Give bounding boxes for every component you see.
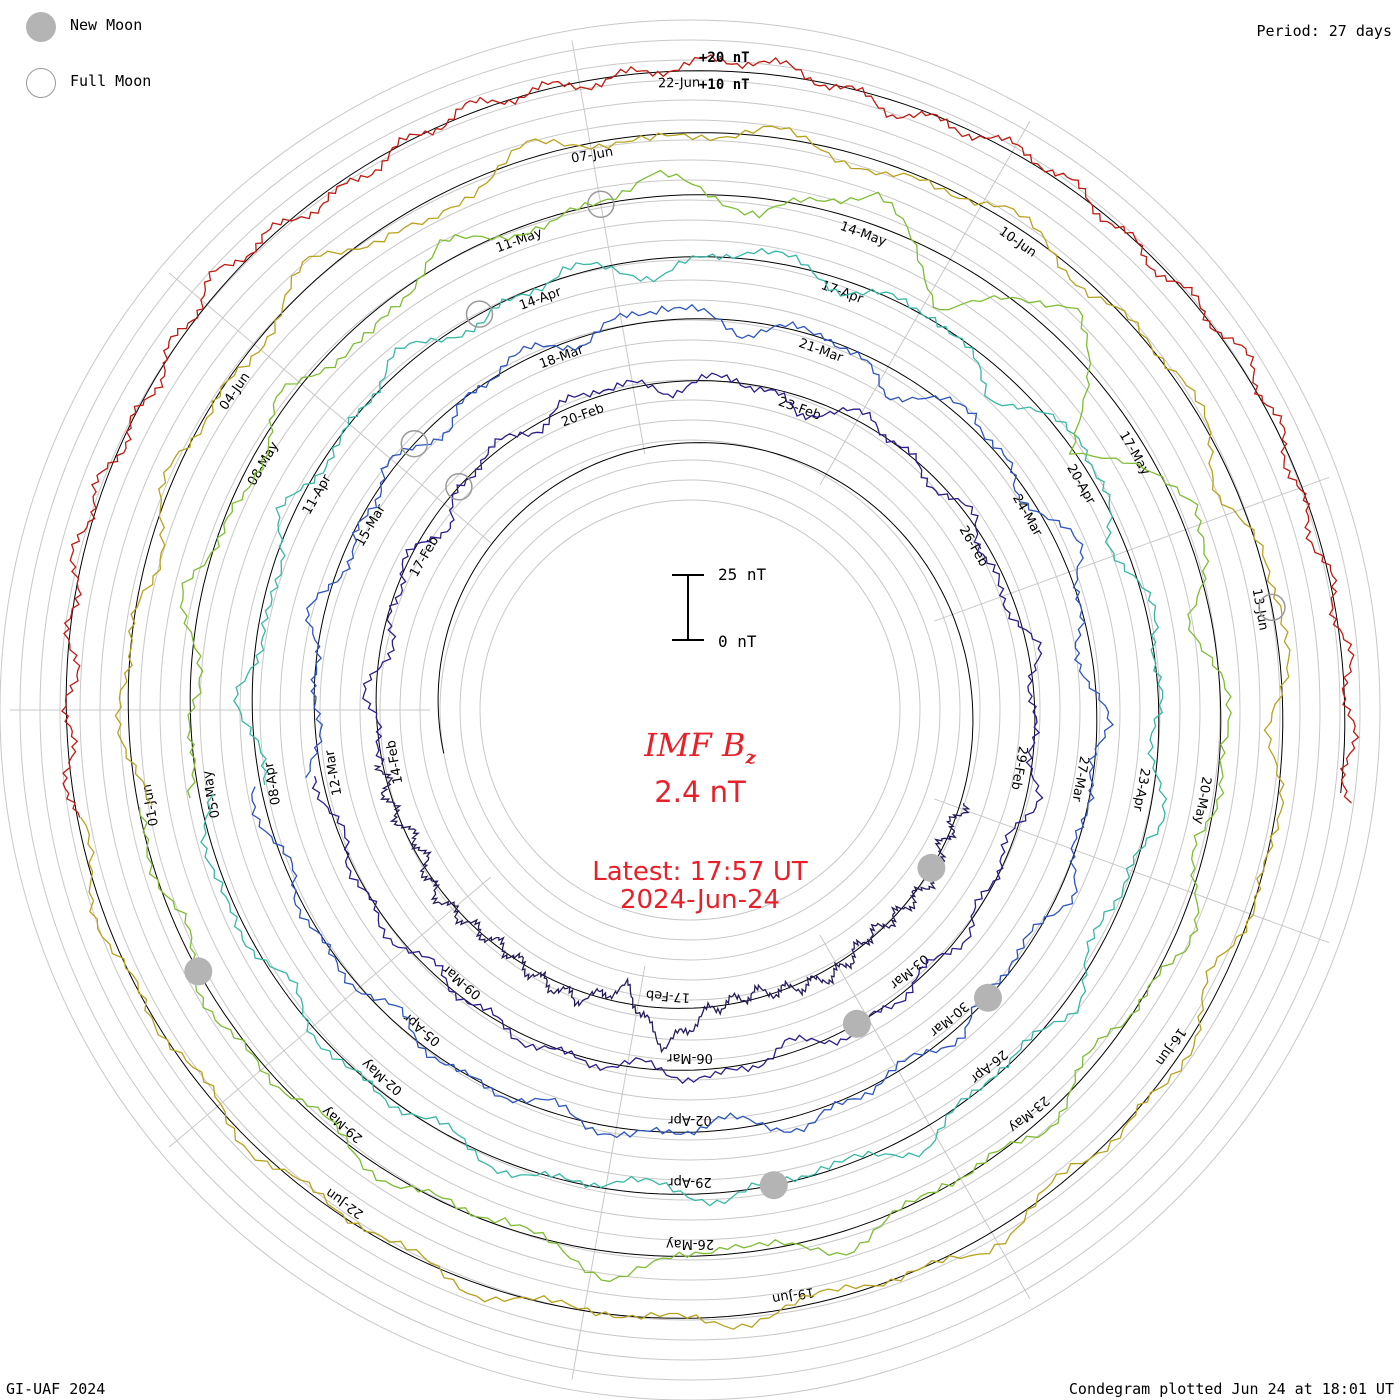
offset-labels: +20 nT +10 nT — [699, 50, 750, 93]
series-rotation-6 — [80, 125, 1291, 1330]
grid-ring — [359, 379, 1021, 1041]
date-label: 05-Apr — [400, 1009, 443, 1049]
grid-spoke — [168, 876, 492, 1148]
full-moon-marker: 22-Jun — [1258, 593, 1286, 622]
date-label: 04-Jun — [217, 370, 254, 413]
date-label: 06-Mar — [666, 1050, 712, 1065]
date-label: 21-Mar — [797, 336, 846, 366]
new-moon-marker: 09-Feb — [917, 853, 946, 882]
series-rotation-4 — [200, 247, 1168, 1207]
date-label: 11-Apr — [300, 472, 335, 518]
center-title-subscript: z — [745, 747, 756, 769]
date-label: 07-Jun — [570, 144, 614, 166]
date-label: 11-May — [494, 225, 545, 256]
series-rotation-2 — [311, 372, 1044, 1085]
date-label: 29-Feb — [1008, 745, 1030, 791]
center-title-main: IMF B — [644, 726, 746, 764]
date-label: 29-Apr — [668, 1174, 712, 1189]
new-moon-marker: 08-May — [759, 1171, 788, 1200]
series-layer — [61, 54, 1360, 1330]
baseline-spiral — [65, 70, 1346, 1319]
full-moon-marker: 25-Mar — [400, 429, 429, 458]
offset-label-10: +10 nT — [699, 77, 750, 93]
date-label: 23-May — [1005, 1092, 1052, 1135]
grid-spoke — [571, 40, 646, 455]
grid-ring — [339, 359, 1041, 1061]
new-moon-label: New Moon — [70, 16, 143, 34]
series-rotation-3 — [251, 303, 1114, 1139]
grid-spoke — [168, 272, 492, 544]
new-moon-icon — [26, 12, 56, 42]
grid-spoke — [819, 934, 1031, 1300]
full-moon-marker: 23-May — [587, 190, 615, 219]
new-moon-marker: 06-Jun — [184, 957, 213, 986]
date-label: 09-Mar — [439, 961, 484, 1002]
grid-ring — [319, 339, 1061, 1081]
full-moon-marker: 23-Apr — [465, 300, 494, 328]
date-label: 17-Feb — [645, 986, 690, 1004]
date-label: 05-May — [200, 769, 223, 819]
date-label: 22-Jun — [658, 76, 701, 92]
date-label: 01-Jun — [140, 783, 162, 827]
date-label: 02-Apr — [668, 1112, 712, 1127]
grid-spoke — [934, 476, 1330, 622]
grid-layer — [0, 19, 1381, 1400]
date-label: 27-Mar — [1068, 755, 1091, 803]
date-label: 22-Jun — [323, 1185, 366, 1222]
center-value: 2.4 nT — [654, 775, 746, 809]
date-label: 08-May — [245, 439, 282, 488]
date-label: 14-Apr — [517, 284, 564, 313]
period-label: Period: 27 days — [1256, 22, 1392, 40]
series-rotation-7 — [61, 54, 1360, 818]
footer-plot-time: Condegram plotted Jun 24 at 18:01 UT — [1068, 1380, 1394, 1398]
offset-label-20: +20 nT — [699, 50, 750, 66]
center-title: IMF Bz — [500, 726, 900, 768]
center-latest: Latest: 17:57 UT — [592, 857, 808, 887]
moon-marker-layer: 09-Feb 10-Mar 08-Apr 08-May 06-Jun 24-Feb 25-M… — [184, 190, 1286, 1200]
scale-bar: 25 nT 0 nT — [672, 565, 767, 651]
date-label: 20-Feb — [559, 401, 606, 430]
date-label: 26-May — [666, 1236, 714, 1251]
footer-credit: GI-UAF 2024 — [6, 1380, 106, 1398]
date-label: 26-Feb — [956, 524, 991, 570]
date-label: 19-Jun — [771, 1284, 815, 1306]
grid-spoke — [934, 798, 1330, 944]
center-date: 2024-Jun-24 — [619, 885, 781, 915]
full-moon-icon — [26, 68, 56, 98]
series-rotation-5 — [138, 169, 1232, 1283]
scale-bar-top-label: 25 nT — [718, 565, 767, 584]
date-label: 17-Feb — [407, 534, 442, 580]
grid-ring — [479, 499, 901, 921]
grid-ring — [459, 479, 921, 941]
grid-ring — [439, 459, 941, 961]
new-moon-marker: 08-Apr — [974, 983, 1002, 1012]
new-moon-marker: 10-Mar — [842, 1009, 871, 1038]
scale-bar-bottom-label: 0 nT — [718, 632, 757, 651]
full-moon-label: Full Moon — [70, 72, 152, 90]
grid-ring — [379, 399, 1001, 1021]
series-rotation-1 — [373, 764, 971, 1054]
grid-ring — [0, 19, 1381, 1400]
date-label: 12-Mar — [322, 748, 345, 796]
grid-spoke — [819, 120, 1031, 486]
full-moon-marker: 24-Feb — [445, 473, 473, 501]
